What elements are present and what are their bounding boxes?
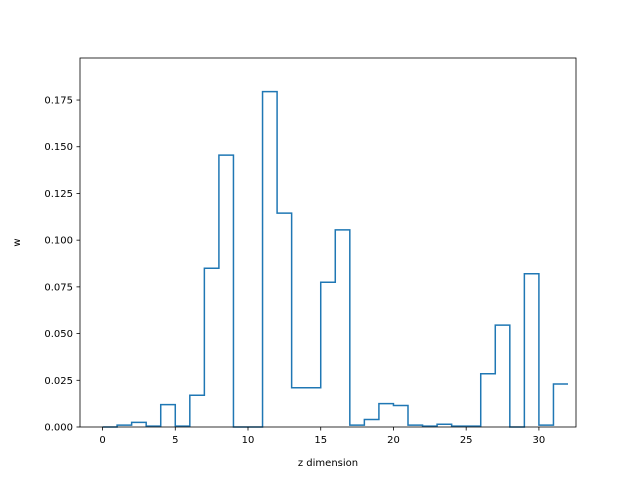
y-tick-label: 0.075	[44, 282, 73, 293]
x-tick-label: 10	[242, 435, 255, 446]
y-tick-label: 0.175	[44, 96, 73, 107]
x-tick-label: 30	[533, 435, 546, 446]
axes-frame	[79, 57, 577, 428]
x-tick-label: 25	[460, 435, 473, 446]
x-tick-label: 15	[314, 435, 327, 446]
x-axis-label: z dimension	[298, 458, 358, 469]
y-tick-label: 0.025	[44, 376, 73, 387]
y-tick-label: 0.125	[44, 189, 73, 200]
x-tick-label: 5	[172, 435, 178, 446]
y-axis-label: w	[12, 238, 23, 246]
step-series-line	[102, 90, 568, 428]
y-tick-label: 0.000	[44, 423, 73, 434]
y-tick-label: 0.050	[44, 329, 73, 340]
y-tick-label: 0.100	[44, 236, 73, 247]
x-tick-label: 20	[387, 435, 400, 446]
axes: 0 5 10 15 20 25 30 0.000 0.025 0.050 0.075 0.100 0.1…	[44, 57, 577, 446]
y-tick-label: 0.150	[44, 142, 73, 153]
plot-area	[102, 90, 568, 428]
x-tick-label: 0	[99, 435, 105, 446]
